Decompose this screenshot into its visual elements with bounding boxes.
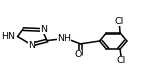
Text: HN: HN — [1, 32, 16, 41]
Text: NH: NH — [57, 34, 71, 43]
Text: Cl: Cl — [116, 56, 126, 65]
Text: Cl: Cl — [115, 17, 124, 26]
Text: O: O — [75, 50, 82, 59]
Text: N: N — [28, 41, 35, 50]
Text: N: N — [40, 25, 47, 34]
